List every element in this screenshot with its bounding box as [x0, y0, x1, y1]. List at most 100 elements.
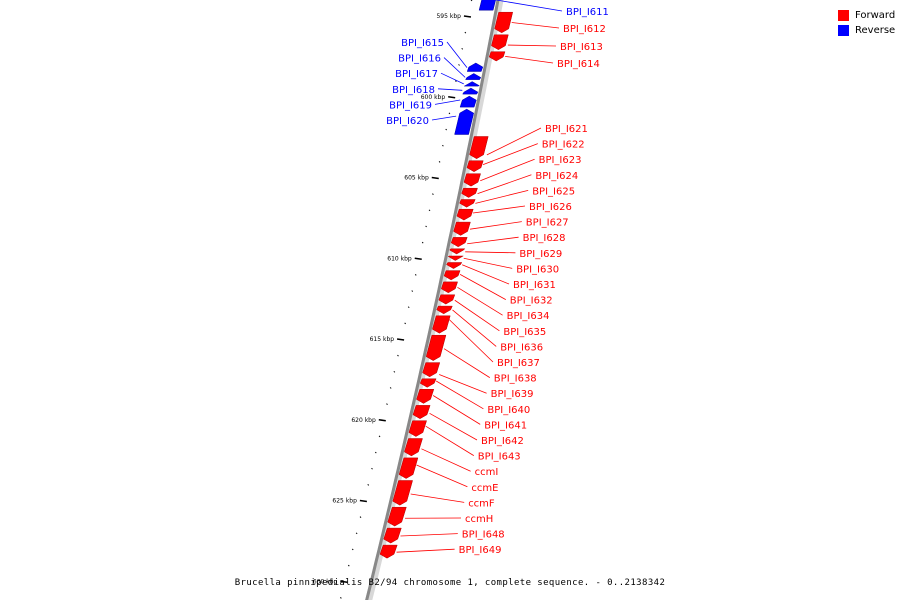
backbone: [365, 0, 500, 600]
minor-tick: [438, 160, 441, 163]
gene-leader-line: [462, 264, 510, 285]
forward-gene[interactable]: [408, 420, 427, 437]
forward-gene[interactable]: [438, 294, 456, 305]
forward-gene[interactable]: [440, 281, 458, 294]
gene-label: BPI_I630: [516, 264, 559, 275]
minor-tick: [367, 483, 370, 486]
forward-gene[interactable]: [398, 457, 419, 479]
forward-gene[interactable]: [466, 160, 484, 172]
gene-label: BPI_I624: [535, 171, 578, 182]
gene-label: ccmI: [475, 467, 499, 478]
gene-leader-line: [431, 115, 457, 121]
gene-label: BPI_I612: [563, 24, 606, 35]
gene-label: BPI_I638: [494, 374, 537, 385]
forward-gene[interactable]: [419, 378, 437, 388]
major-tick: [431, 176, 439, 180]
forward-gene[interactable]: [494, 11, 514, 34]
forward-gene[interactable]: [459, 199, 476, 208]
minor-tick: [432, 193, 434, 196]
minor-tick: [428, 209, 431, 212]
major-tick: [448, 95, 456, 99]
gene-leader-line: [472, 205, 526, 214]
gene-label: BPI_I622: [542, 140, 585, 151]
reverse-gene[interactable]: [478, 0, 496, 11]
gene-leader-line: [467, 236, 519, 245]
minor-tick: [386, 403, 388, 405]
forward-gene[interactable]: [432, 315, 451, 334]
forward-gene[interactable]: [404, 438, 423, 457]
gene-leader-line: [425, 425, 475, 456]
forward-gene[interactable]: [446, 262, 463, 269]
gene-label: BPI_I640: [487, 405, 530, 416]
tick-label: 595 kbp: [436, 13, 461, 20]
minor-tick: [448, 112, 451, 115]
gene-leader-line: [400, 533, 458, 537]
forward-gene[interactable]: [453, 221, 471, 236]
major-tick: [359, 499, 367, 503]
forward-gene[interactable]: [383, 527, 402, 544]
gene-label: BPI_I623: [539, 155, 582, 166]
reverse-gene[interactable]: [459, 95, 477, 108]
forward-gene[interactable]: [456, 208, 474, 221]
minor-tick: [351, 548, 354, 551]
gene-leader-line: [416, 464, 468, 488]
gene-label: ccmE: [471, 483, 498, 494]
forward-gene[interactable]: [379, 544, 398, 559]
forward-gene[interactable]: [392, 480, 413, 506]
forward-gene[interactable]: [412, 405, 431, 419]
minor-tick: [445, 128, 448, 131]
minor-tick: [458, 64, 460, 66]
forward-gene[interactable]: [463, 173, 481, 187]
gene-leader-line: [396, 548, 455, 553]
gene-leader-line: [443, 348, 491, 378]
gene-label: BPI_I615: [401, 38, 444, 49]
gene-label: ccmH: [465, 514, 493, 525]
gene-leader-line: [439, 374, 487, 394]
minor-tick: [414, 274, 417, 276]
forward-gene[interactable]: [447, 255, 465, 261]
gene-label: BPI_I628: [523, 233, 566, 244]
forward-gene[interactable]: [436, 305, 453, 315]
gene-label: BPI_I613: [560, 42, 603, 53]
minor-tick: [407, 306, 410, 309]
forward-gene[interactable]: [416, 389, 435, 404]
tick-label: 630 kbp: [313, 578, 338, 585]
gene-label: BPI_I617: [395, 69, 438, 80]
map-caption: Brucella pinnipedialis B2/94 chromosome …: [234, 578, 666, 588]
minor-tick: [421, 241, 424, 244]
forward-gene[interactable]: [425, 334, 447, 361]
gene-leader-line: [454, 299, 500, 332]
major-tick: [396, 338, 405, 341]
gene-leader-line: [511, 22, 560, 29]
backbone-line: [365, 0, 500, 600]
reverse-gene[interactable]: [462, 87, 479, 95]
gene-label: BPI_I629: [519, 249, 562, 260]
forward-gene[interactable]: [491, 34, 509, 50]
reverse-gene[interactable]: [466, 62, 484, 72]
forward-gene[interactable]: [488, 51, 506, 62]
forward-gene[interactable]: [422, 362, 441, 378]
gene-label: BPI_I634: [507, 311, 550, 322]
gene-leader-line: [486, 127, 542, 156]
minor-tick: [455, 80, 457, 82]
gene-leader-line: [449, 319, 494, 363]
gene-label: BPI_I614: [557, 59, 600, 70]
minor-tick: [378, 435, 381, 438]
forward-gene[interactable]: [443, 270, 461, 281]
legend: Forward Reverse: [838, 8, 895, 38]
major-tick: [414, 257, 422, 261]
forward-gene[interactable]: [450, 237, 468, 248]
forward-gene[interactable]: [469, 136, 489, 159]
forward-gene[interactable]: [461, 187, 478, 198]
reverse-gene[interactable]: [454, 108, 474, 135]
gene-leader-line: [432, 395, 481, 425]
reverse-gene[interactable]: [465, 73, 482, 80]
reverse-gene[interactable]: [463, 81, 480, 87]
forward-gene[interactable]: [387, 506, 407, 527]
gene-leader-line: [469, 221, 522, 230]
minor-tick: [347, 564, 350, 567]
gene-leader-line: [475, 190, 529, 204]
gene-leader-line: [457, 286, 503, 316]
gene-leader-line: [477, 174, 532, 195]
forward-gene[interactable]: [449, 248, 466, 255]
